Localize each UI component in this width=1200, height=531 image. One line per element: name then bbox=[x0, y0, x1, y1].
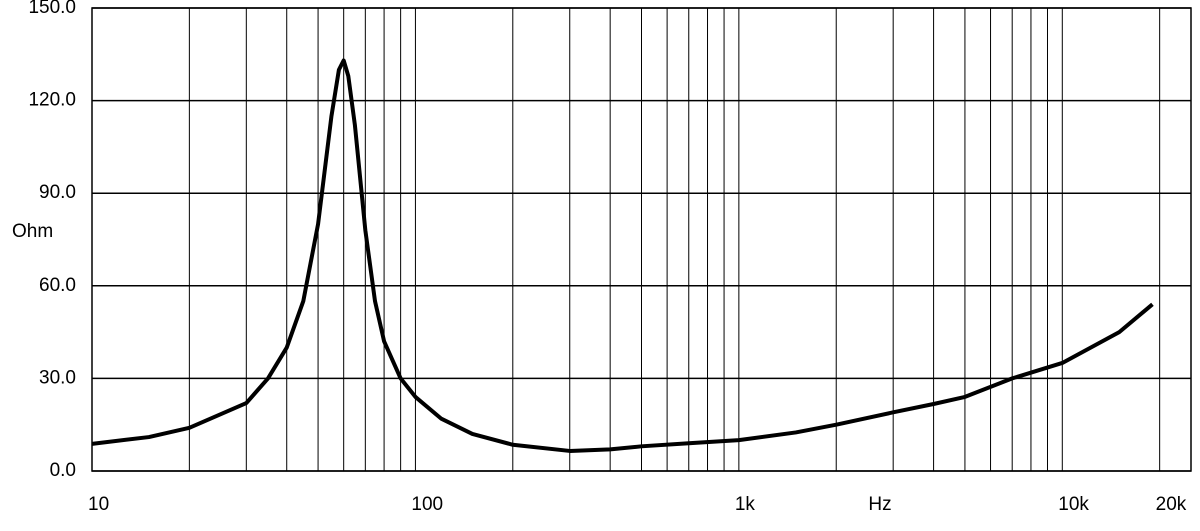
x-tick-label: 100 bbox=[411, 494, 443, 515]
y-tick-label: 30.0 bbox=[39, 367, 76, 388]
x-tick-label: 10 bbox=[88, 494, 109, 515]
y-tick-label: 120.0 bbox=[28, 90, 76, 111]
x-tick-label: 20k bbox=[1156, 494, 1187, 515]
x-tick-label: 10k bbox=[1058, 494, 1089, 515]
x-tick-label: 1k bbox=[735, 494, 756, 515]
y-tick-label: 90.0 bbox=[39, 182, 76, 203]
y-tick-label: 150.0 bbox=[28, 0, 76, 18]
plot-border bbox=[91, 7, 1192, 472]
x-axis-label: Hz bbox=[868, 494, 891, 515]
impedance-curve bbox=[91, 58, 1154, 453]
y-tick-label: 60.0 bbox=[39, 275, 76, 296]
y-tick-label: 0.0 bbox=[50, 460, 76, 481]
y-axis-label: Ohm bbox=[12, 221, 53, 242]
